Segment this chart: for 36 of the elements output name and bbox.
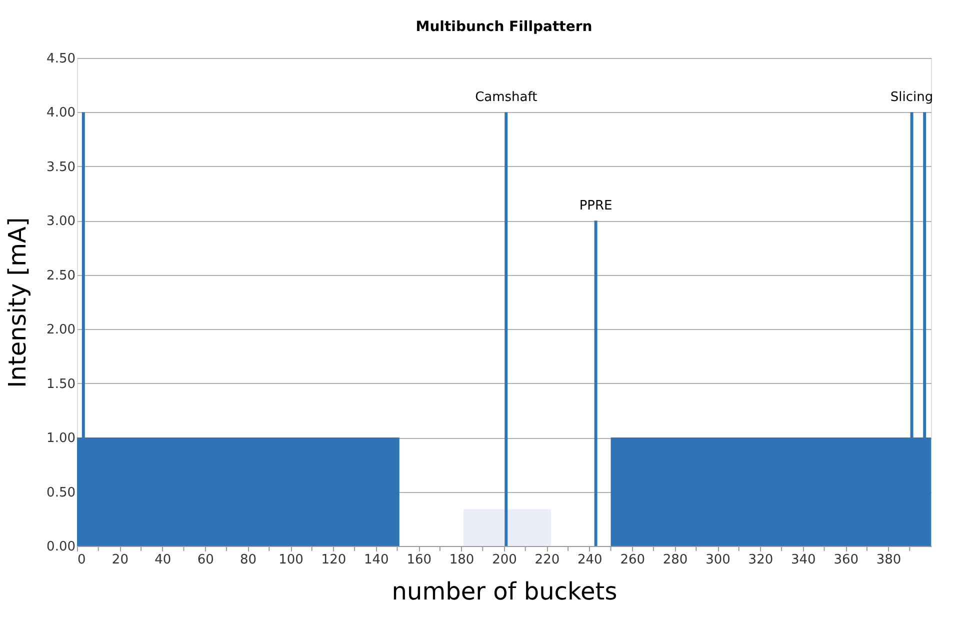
x-tick-label: 20: [112, 552, 128, 568]
y-tick-label: 3.50: [46, 160, 76, 175]
x-tick-label: 200: [492, 552, 517, 568]
chart-title: Multibunch Fillpattern: [416, 19, 592, 35]
x-tick-label: 320: [748, 552, 774, 568]
x-tick-label: 120: [321, 552, 346, 568]
y-tick-label: 3.00: [46, 214, 76, 230]
y-axis-title: Intensity [mA]: [4, 217, 32, 388]
x-tick-label: 240: [577, 552, 602, 568]
x-tick-label: 60: [197, 552, 214, 568]
x-tick-label: 220: [534, 552, 560, 568]
y-tick-label: 1.00: [46, 431, 76, 446]
x-tick-label: 100: [278, 552, 304, 568]
annotation: Slicing: [890, 90, 934, 106]
x-tick-label: 140: [364, 552, 389, 568]
y-tick-label: 4.50: [46, 52, 76, 66]
x-tick-label: 80: [240, 552, 257, 568]
x-tick-label: 340: [790, 552, 816, 568]
x-tick-label: 180: [449, 552, 474, 568]
y-tick-label: 0.00: [46, 540, 76, 554]
x-tick-label: 300: [706, 552, 730, 568]
x-tick-label: 160: [406, 552, 432, 568]
x-tick-label: 40: [154, 552, 172, 568]
x-tick-label: 360: [834, 552, 859, 568]
y-tick-label: 4.00: [46, 106, 76, 121]
x-tick-label: 0: [78, 552, 86, 568]
x-tick-label: 380: [876, 552, 902, 568]
y-tick-label: 1.50: [46, 376, 76, 392]
annotation: Camshaft: [475, 90, 538, 106]
y-tick-label: 2.00: [46, 322, 76, 338]
x-tick-label: 260: [620, 552, 646, 568]
y-tick-label: 0.50: [46, 485, 76, 500]
x-axis-title: number of buckets: [392, 578, 618, 606]
annotation: PPRE: [579, 198, 612, 214]
y-tick-label: 2.50: [46, 268, 76, 284]
x-tick-label: 280: [662, 552, 688, 568]
